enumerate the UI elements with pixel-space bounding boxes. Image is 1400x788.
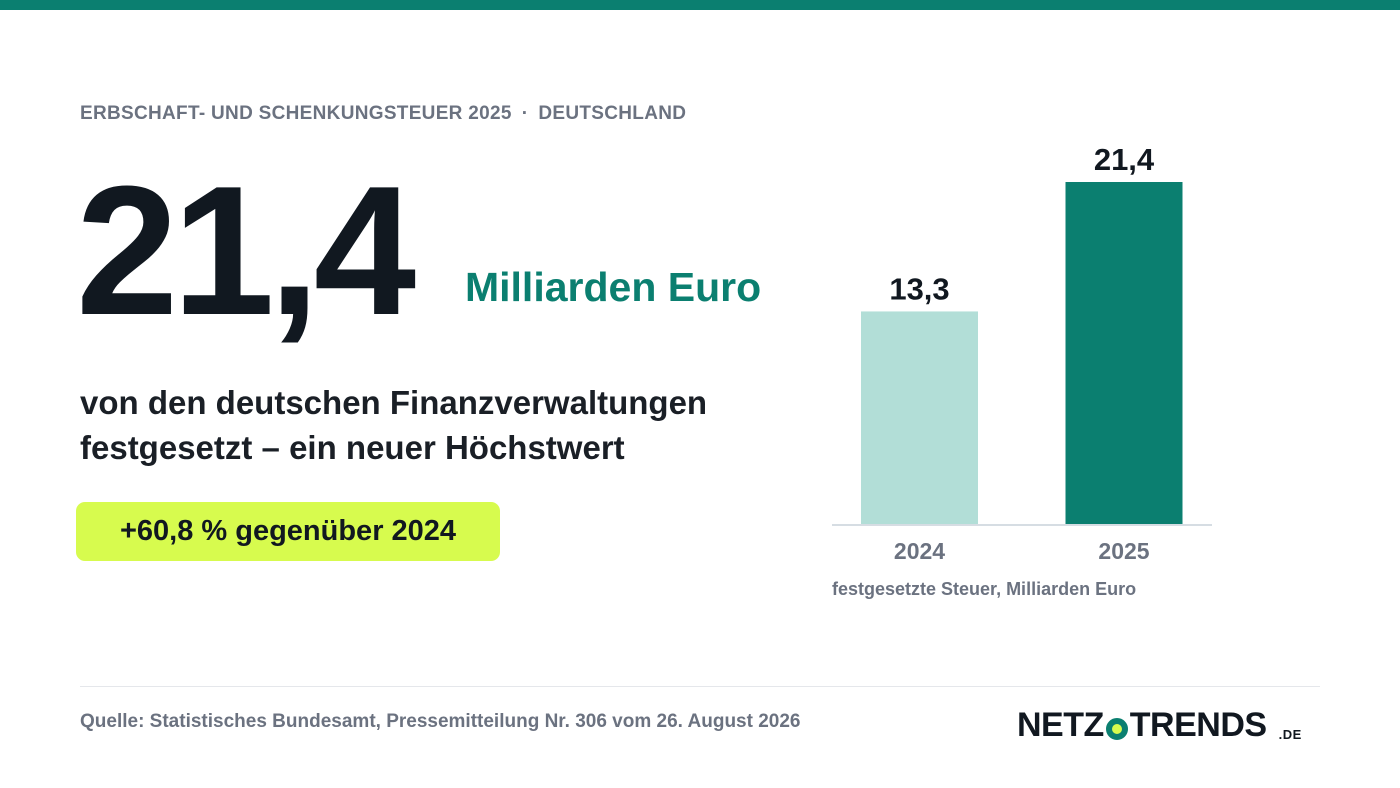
tick-label-2025: 2025 bbox=[1098, 538, 1149, 564]
tick-label-2024: 2024 bbox=[894, 538, 945, 564]
change-badge: +60,8 % gegenüber 2024 bbox=[76, 502, 500, 561]
logo-tld: .DE bbox=[1278, 726, 1302, 742]
chart-caption: festgesetzte Steuer, Milliarden Euro bbox=[832, 579, 1136, 599]
bar-2024 bbox=[861, 311, 978, 524]
hero-description-line-2: festgesetzt – ein neuer Höchstwert bbox=[80, 429, 625, 466]
bar-2025 bbox=[1065, 182, 1183, 524]
data-label-2024: 13,3 bbox=[889, 271, 949, 306]
eyebrow-region: DEUTSCHLAND bbox=[538, 103, 687, 124]
logo-word-netz: NETZ bbox=[1017, 705, 1104, 744]
brand-logo: NETZ TRENDS .DE bbox=[1017, 703, 1302, 747]
hero-description-line-1: von den deutschen Finanzverwaltungen bbox=[80, 384, 708, 421]
hero-description: von den deutschen Finanzverwaltungen fes… bbox=[80, 380, 780, 470]
hero-unit: Milliarden Euro bbox=[465, 264, 762, 310]
data-label-2025: 21,4 bbox=[1094, 142, 1155, 177]
source-note: Quelle: Statistisches Bundesamt, Pressem… bbox=[80, 711, 801, 732]
eyebrow-topic: ERBSCHAFT- UND SCHENKUNGSTEUER 2025 bbox=[80, 103, 512, 124]
top-accent-bar bbox=[0, 0, 1400, 10]
logo-dot-icon bbox=[1105, 718, 1128, 740]
eyebrow-separator: · bbox=[521, 103, 529, 124]
footer-divider bbox=[80, 686, 1320, 687]
logo-word-trends: TRENDS bbox=[1129, 705, 1267, 744]
hero-value: 21,4 bbox=[76, 147, 416, 353]
eyebrow: ERBSCHAFT- UND SCHENKUNGSTEUER 2025 · DEUT… bbox=[80, 103, 686, 125]
